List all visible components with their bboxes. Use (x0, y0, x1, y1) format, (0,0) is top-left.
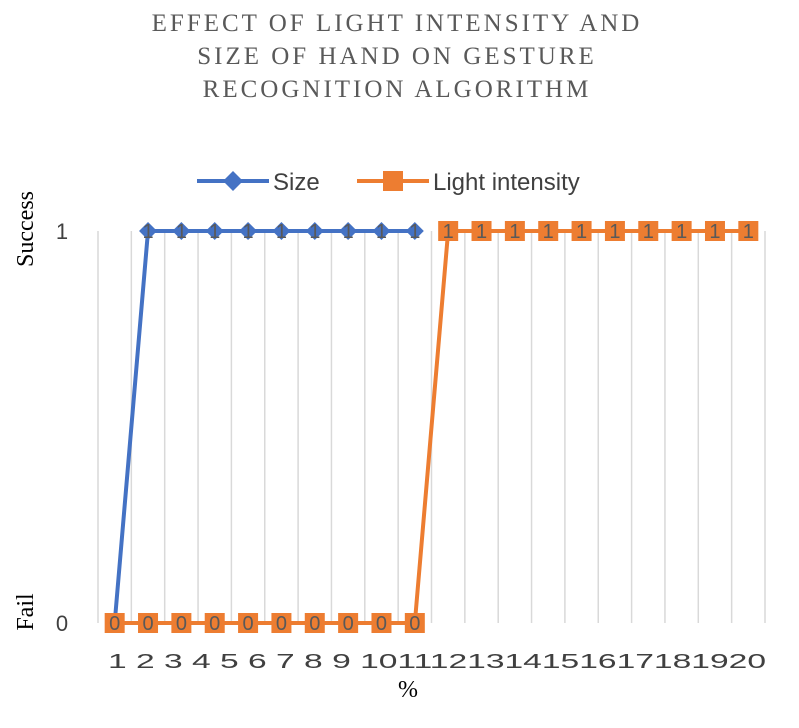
data-label-size-4: 1 (209, 221, 220, 243)
series-layer (104, 221, 759, 633)
data-label-light-intensity-4: 0 (209, 613, 220, 635)
series-size (112, 222, 424, 624)
legend-marker-light-intensity (383, 171, 403, 191)
point-light-intensity-20 (738, 221, 759, 241)
point-light-intensity-8 (338, 613, 359, 633)
data-label-light-intensity-14: 1 (543, 221, 554, 243)
axes: 1 2 3 4 5 6 7 8 9 1011121314151617181920… (13, 191, 766, 703)
point-size-8 (339, 222, 358, 240)
data-label-size-10: 1 (409, 221, 420, 243)
point-light-intensity-2 (138, 613, 159, 633)
data-label-size-2: 1 (142, 221, 153, 243)
data-label-light-intensity-8: 0 (343, 613, 354, 635)
data-label-size-8: 1 (343, 221, 354, 243)
point-light-intensity-11 (438, 221, 459, 241)
point-light-intensity-7 (304, 613, 325, 633)
legend-marker-size (223, 171, 243, 191)
data-label-light-intensity-18: 1 (676, 221, 687, 243)
point-size-5 (239, 222, 258, 240)
point-light-intensity-6 (271, 613, 292, 633)
point-size-10 (405, 222, 424, 240)
point-light-intensity-14 (538, 221, 559, 241)
chart-title-line-3: RECOGNITION ALGORITHM (203, 76, 592, 103)
data-label-light-intensity-3: 0 (176, 613, 187, 635)
point-light-intensity-19 (704, 221, 725, 241)
point-size-7 (305, 222, 324, 240)
data-label-size-6: 1 (276, 221, 287, 243)
data-labels: 1 1 1 1 1 1 1 1 10 0 0 0 0 0 0 0 0 01 1 1 1 1 1 1 1 1 1 (109, 221, 754, 635)
data-label-light-intensity-5: 0 (243, 613, 254, 635)
data-label-light-intensity-10: 0 (409, 613, 420, 635)
legend-item-size: Size (197, 169, 320, 196)
chart-title-line-2: SIZE OF HAND ON GESTURE (197, 43, 597, 70)
data-label-light-intensity-7: 0 (309, 613, 320, 635)
series-line-size (112, 229, 415, 624)
data-label-light-intensity-13: 1 (509, 221, 520, 243)
y-tick-label-1: 1 (56, 219, 68, 244)
x-axis-title: % (398, 677, 418, 703)
y-tick-label-0: 0 (56, 611, 68, 636)
data-label-light-intensity-15: 1 (576, 221, 587, 243)
data-label-size-9: 1 (376, 221, 387, 243)
point-light-intensity-18 (671, 221, 692, 241)
chart-title-line-1: EFFECT OF LIGHT INTENSITY AND (152, 10, 643, 37)
point-light-intensity-10 (404, 613, 425, 633)
point-light-intensity-16 (604, 221, 625, 241)
point-size-9 (372, 222, 391, 240)
point-size-3 (172, 222, 191, 240)
data-label-light-intensity-1: 0 (109, 613, 120, 635)
legend-item-light-intensity: Light intensity (357, 169, 580, 196)
data-label-light-intensity-20: 1 (743, 221, 754, 243)
data-label-light-intensity-16: 1 (609, 221, 620, 243)
data-label-size-7: 1 (309, 221, 320, 243)
data-label-light-intensity-11: 1 (443, 221, 454, 243)
point-size-2 (139, 222, 158, 240)
point-light-intensity-12 (471, 221, 492, 241)
data-label-light-intensity-12: 1 (476, 221, 487, 243)
point-light-intensity-13 (504, 221, 525, 241)
data-label-light-intensity-9: 0 (376, 613, 387, 635)
y-axis-name-success: Success (13, 191, 39, 267)
data-label-light-intensity-17: 1 (643, 221, 654, 243)
point-light-intensity-5 (238, 613, 259, 633)
point-light-intensity-9 (371, 613, 392, 633)
data-label-size-3: 1 (176, 221, 187, 243)
legend: Size Light intensity (197, 169, 580, 196)
point-size-4 (205, 222, 224, 240)
data-label-light-intensity-19: 1 (709, 221, 720, 243)
series-light-intensity (104, 221, 759, 633)
point-light-intensity-4 (204, 613, 225, 633)
legend-label-size: Size (273, 169, 320, 196)
point-light-intensity-15 (571, 221, 592, 241)
point-light-intensity-3 (171, 613, 192, 633)
data-label-light-intensity-2: 0 (142, 613, 153, 635)
point-light-intensity-1 (104, 613, 125, 633)
legend-label-light-intensity: Light intensity (433, 169, 580, 196)
point-light-intensity-17 (638, 221, 659, 241)
chart-title: EFFECT OF LIGHT INTENSITY AND SIZE OF HA… (152, 10, 643, 103)
point-size-6 (272, 222, 291, 240)
data-label-light-intensity-6: 0 (276, 613, 287, 635)
data-label-size-5: 1 (243, 221, 254, 243)
y-axis-name-fail: Fail (13, 593, 39, 631)
x-tick-labels: 1 2 3 4 5 6 7 8 9 1011121314151617181920 (108, 651, 766, 673)
